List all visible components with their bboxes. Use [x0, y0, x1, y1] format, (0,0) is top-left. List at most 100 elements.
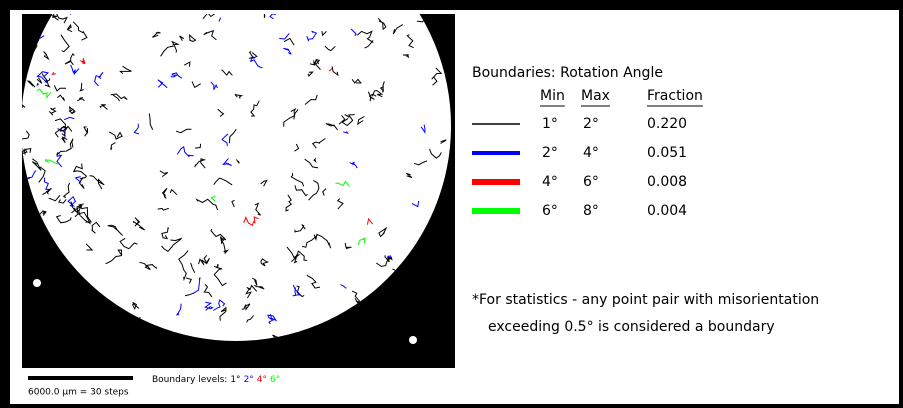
boundary [76, 97, 85, 102]
boundary [301, 234, 318, 248]
boundary [170, 40, 180, 53]
boundary [294, 224, 306, 233]
boundary [51, 71, 56, 76]
boundary [250, 100, 260, 117]
boundary [210, 195, 216, 202]
scale-label: 6000.0 µm = 30 steps [28, 388, 129, 398]
legend-cell: 6° [583, 174, 599, 190]
boundary [351, 78, 362, 84]
boundary [349, 162, 358, 169]
boundary [48, 107, 57, 116]
boundary [241, 303, 251, 311]
boundary [420, 124, 426, 134]
boundary [91, 221, 101, 234]
boundary [55, 215, 72, 224]
boundary [429, 148, 442, 159]
boundary [175, 303, 182, 316]
boundary [74, 176, 82, 183]
levels-title: Boundary levels: [152, 375, 227, 385]
boundary [66, 23, 73, 33]
boundary [294, 143, 300, 152]
boundary [221, 69, 233, 76]
boundary [322, 188, 327, 196]
boundary [286, 246, 300, 263]
boundary [406, 34, 414, 49]
boundary [251, 277, 258, 286]
boundary [335, 180, 350, 187]
boundary [94, 71, 104, 87]
boundary [403, 54, 410, 58]
boundary [260, 258, 269, 267]
boundary [67, 195, 77, 207]
boundary [231, 199, 235, 208]
boundary [38, 166, 46, 183]
legend-title: Boundaries: Rotation Angle [472, 65, 663, 81]
boundary [75, 170, 88, 180]
boundary [119, 237, 138, 250]
boundary [160, 45, 174, 57]
boundary [56, 150, 66, 156]
legend-cell: 4° [542, 174, 558, 190]
boundary [213, 177, 233, 186]
boundary [245, 284, 258, 299]
boundary [191, 81, 201, 89]
boundary [213, 263, 227, 287]
boundary [219, 306, 227, 321]
boundary [321, 31, 327, 37]
boundary [364, 40, 374, 49]
boundary [285, 194, 293, 212]
boundary [325, 123, 338, 131]
boundary [188, 33, 197, 42]
boundary [218, 17, 222, 22]
footnote: *For statistics - any point pair with mi… [472, 292, 819, 308]
boundary [344, 114, 350, 118]
boundary [357, 115, 365, 126]
legend-cell: 1° [542, 116, 558, 132]
boundary [85, 243, 94, 251]
boundary [65, 138, 74, 152]
boundary [176, 145, 194, 158]
boundary [22, 148, 32, 155]
map [22, 14, 451, 341]
boundary [43, 51, 50, 61]
boundary [170, 74, 178, 78]
boundary [53, 85, 67, 92]
boundary [243, 216, 259, 227]
column-header: Fraction [647, 88, 703, 104]
boundary [198, 254, 210, 266]
dot [33, 279, 41, 287]
boundary [190, 262, 196, 274]
boundary [269, 14, 277, 20]
boundary [293, 250, 308, 264]
boundary [159, 170, 169, 178]
boundary [175, 128, 192, 134]
boundary [179, 35, 185, 41]
boundary [308, 179, 320, 201]
boundary [431, 67, 443, 86]
boundary [157, 79, 168, 89]
boundary [313, 157, 317, 164]
legend-cell: 0.008 [647, 174, 687, 190]
boundary [411, 200, 420, 208]
boundary [36, 71, 50, 84]
boundary [58, 199, 67, 204]
boundary [343, 131, 349, 135]
boundary [178, 250, 189, 282]
boundary [60, 34, 70, 53]
boundary [290, 173, 305, 187]
boundary [61, 136, 68, 144]
boundary [79, 82, 84, 92]
boundary [68, 105, 76, 114]
level: 6° [270, 375, 280, 385]
boundary [194, 158, 206, 169]
boundary [221, 133, 229, 147]
boundary [213, 299, 226, 311]
boundary [64, 53, 75, 66]
boundary [78, 177, 85, 189]
boundary [306, 30, 318, 42]
boundary [267, 313, 278, 325]
boundary [309, 59, 321, 66]
boundary [112, 94, 121, 102]
boundary [78, 203, 93, 223]
